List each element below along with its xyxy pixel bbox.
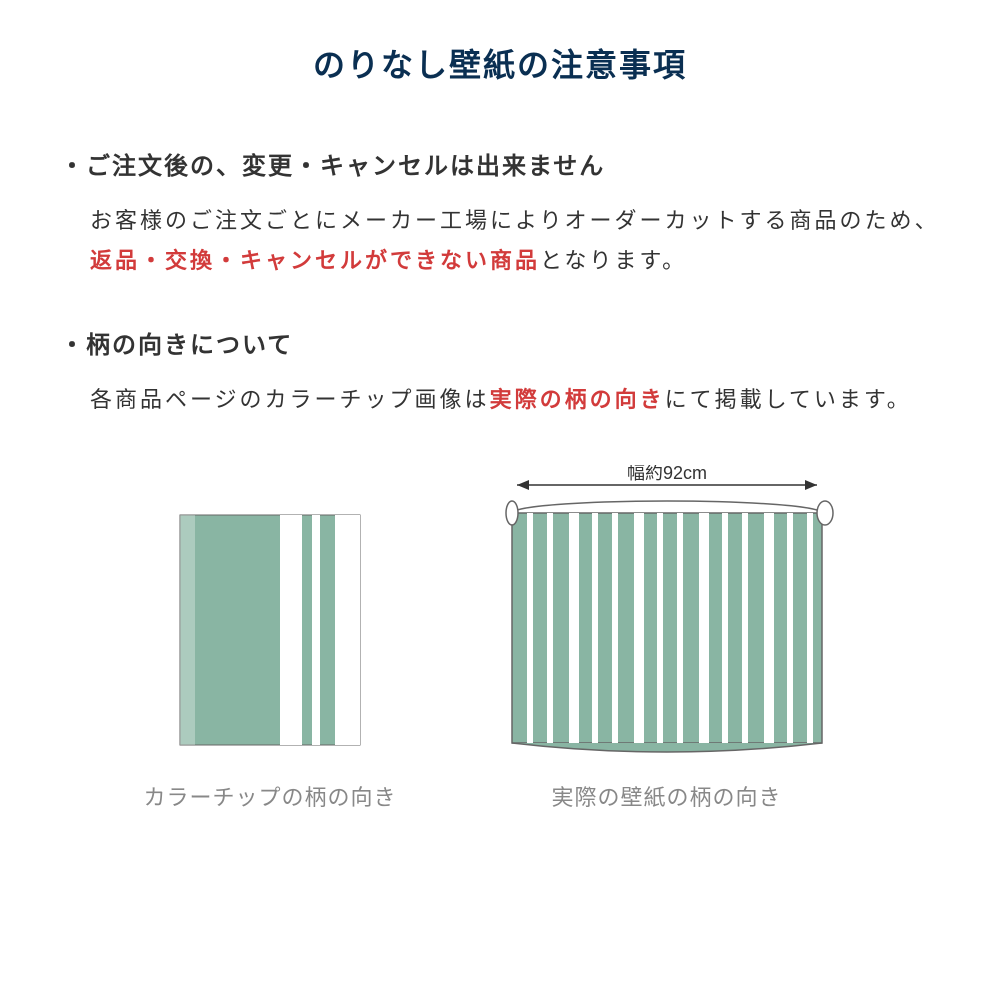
section-pattern-pre: 各商品ページのカラーチップ画像は — [90, 387, 490, 412]
chip-sample-icon — [160, 505, 380, 765]
section-pattern-post: にて掲載しています。 — [665, 387, 912, 412]
section-cancel-pre: お客様のご注文ごとにメーカー工場によりオーダーカットする商品のため、 — [90, 208, 940, 233]
section-pattern: ・柄の向きについて 各商品ページのカラーチップ画像は実際の柄の向きにて掲載してい… — [60, 325, 940, 420]
section-pattern-highlight: 実際の柄の向き — [490, 387, 665, 412]
chip-caption: カラーチップの柄の向き — [143, 780, 396, 812]
section-cancel-highlight: 返品・交換・キャンセルができない商品 — [90, 248, 540, 273]
section-cancel-post: となります。 — [540, 248, 687, 273]
diagram-row: カラーチップの柄の向き 幅約92cm — [60, 465, 940, 812]
roll-sample-icon: 幅約92cm — [477, 465, 857, 765]
diagram-chip: カラーチップの柄の向き — [143, 505, 396, 812]
section-cancel: ・ご注文後の、変更・キャンセルは出来ません お客様のご注文ごとにメーカー工場によ… — [60, 146, 940, 280]
section-pattern-body: 各商品ページのカラーチップ画像は実際の柄の向きにて掲載しています。 — [60, 380, 940, 420]
section-pattern-heading: ・柄の向きについて — [60, 325, 940, 360]
section-cancel-heading: ・ご注文後の、変更・キャンセルは出来ません — [60, 146, 940, 181]
section-cancel-body: お客様のご注文ごとにメーカー工場によりオーダーカットする商品のため、返品・交換・… — [60, 201, 940, 280]
width-label-text: 幅約92cm — [626, 465, 706, 483]
diagram-roll: 幅約92cm 実際の壁紙の柄の向き — [477, 465, 857, 812]
roll-caption: 実際の壁紙の柄の向き — [551, 780, 781, 812]
page-title: のりなし壁紙の注意事項 — [60, 40, 940, 86]
